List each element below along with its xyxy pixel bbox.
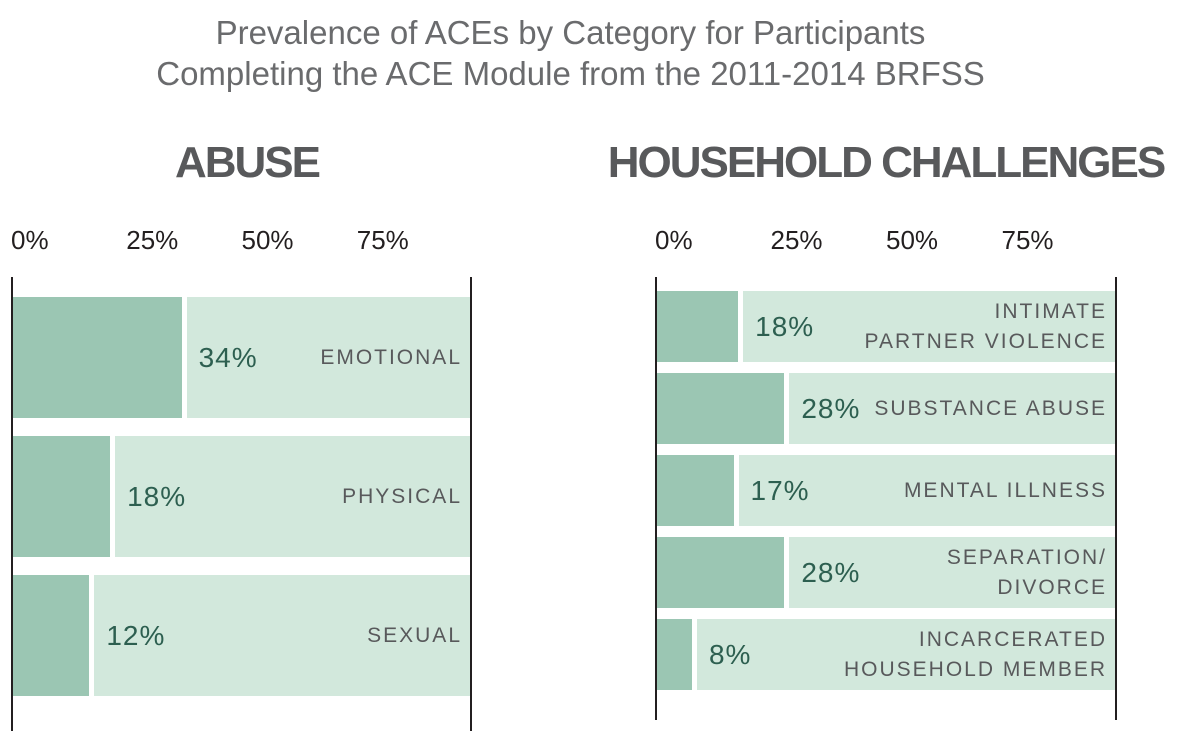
bar-row: 28% SEPARATION/DIVORCE — [655, 537, 1117, 608]
bar-category-line: EMOTIONAL — [320, 345, 462, 369]
household-bar-chart: 18% INTIMATE PARTNER VIOLENCE 28% SUBSTANCE … — [655, 277, 1117, 720]
abuse-bars: 34% EMOTIONAL 18% PHYSICAL 12% SEXUAL — [11, 277, 472, 696]
bar-value-label: 12% — [106, 619, 166, 651]
bar-fill — [655, 291, 739, 362]
bar-value-label: 34% — [198, 341, 258, 373]
x-tick-label: 50% — [241, 225, 294, 255]
bar-fill — [11, 436, 111, 557]
bar-row: 18% INTIMATE PARTNER VIOLENCE — [655, 291, 1117, 362]
bar-category-line: MENTAL ILLNESS — [903, 478, 1107, 502]
bar-category-line: SEPARATION/ — [946, 545, 1107, 569]
bar-value-label: 28% — [801, 556, 861, 588]
bar-row: 8% INCARCERATED HOUSEHOLD MEMBER — [655, 619, 1117, 690]
panel-title-household-challenges: HOUSEHOLD CHALLENGES — [607, 138, 1166, 187]
bar-category-line: HOUSEHOLD MEMBER — [843, 657, 1107, 681]
bar-category-label: INTIMATE PARTNER VIOLENCE — [865, 297, 1107, 357]
bar-category-label: SEXUAL — [367, 621, 462, 651]
bar-category-label: INCARCERATED HOUSEHOLD MEMBER — [844, 625, 1107, 685]
bar-track: 8% INCARCERATED HOUSEHOLD MEMBER — [696, 619, 1117, 690]
chart-title-line1: Prevalence of ACEs by Category for Parti… — [215, 14, 926, 51]
bar-track: 18% INTIMATE PARTNER VIOLENCE — [743, 291, 1117, 362]
bar-category-label: SUBSTANCE ABUSE — [874, 394, 1107, 424]
bar-category-line: PARTNER VIOLENCE — [864, 329, 1107, 353]
bar-track: 12% SEXUAL — [94, 575, 472, 696]
bar-category-line: SUBSTANCE ABUSE — [874, 396, 1107, 420]
chart-title-line2: Completing the ACE Module from the 2011-… — [156, 55, 985, 92]
bar-category-line: DIVORCE — [997, 575, 1107, 599]
bar-category-line: SEXUAL — [367, 623, 462, 647]
bar-category-label: SEPARATION/DIVORCE — [947, 543, 1107, 603]
bar-value-label: 28% — [801, 392, 861, 424]
bar-fill — [655, 619, 692, 690]
bar-track: 28% SEPARATION/DIVORCE — [789, 537, 1117, 608]
x-tick-label: 75% — [1001, 225, 1054, 255]
bar-category-line: PHYSICAL — [342, 484, 462, 508]
x-tick-label: 25% — [126, 225, 179, 255]
bar-category-label: PHYSICAL — [342, 482, 462, 512]
bar-row: 17% MENTAL ILLNESS — [655, 455, 1117, 526]
bar-category-line: INTIMATE — [994, 299, 1107, 323]
abuse-bar-chart: 34% EMOTIONAL 18% PHYSICAL 12% SEXUAL — [11, 277, 472, 731]
x-tick-label: 50% — [886, 225, 939, 255]
bar-fill — [655, 373, 785, 444]
bar-fill — [655, 455, 734, 526]
bar-row: 18% PHYSICAL — [11, 436, 472, 557]
bar-value-label: 18% — [755, 310, 815, 342]
bar-row: 34% EMOTIONAL — [11, 297, 472, 418]
x-tick-label: 25% — [770, 225, 823, 255]
bar-row: 12% SEXUAL — [11, 575, 472, 696]
panel-title-abuse: ABUSE — [174, 138, 321, 187]
bar-fill — [655, 537, 785, 608]
bar-value-label: 17% — [750, 474, 810, 506]
bar-track: 17% MENTAL ILLNESS — [738, 455, 1117, 526]
x-axis-household: 0% 25% 50% 75% — [655, 225, 1117, 255]
x-tick-label: 0% — [655, 225, 693, 255]
bar-row: 28% SUBSTANCE ABUSE — [655, 373, 1117, 444]
bar-fill — [11, 575, 90, 696]
household-bars: 18% INTIMATE PARTNER VIOLENCE 28% SUBSTANCE … — [655, 277, 1117, 690]
bar-category-label: MENTAL ILLNESS — [904, 476, 1107, 506]
bar-fill — [11, 297, 182, 418]
bar-value-label: 18% — [127, 480, 187, 512]
x-tick-label: 0% — [11, 225, 49, 255]
bar-track: 28% SUBSTANCE ABUSE — [789, 373, 1117, 444]
bar-category-line: INCARCERATED — [918, 627, 1107, 651]
x-axis-abuse: 0% 25% 50% 75% — [11, 225, 472, 255]
bar-category-label: EMOTIONAL — [320, 343, 462, 373]
bar-track: 18% PHYSICAL — [115, 436, 472, 557]
bar-value-label: 8% — [708, 638, 752, 670]
chart-title: Prevalence of ACEs by Category for Parti… — [0, 12, 1141, 94]
bar-track: 34% EMOTIONAL — [186, 297, 472, 418]
x-tick-label: 75% — [356, 225, 409, 255]
